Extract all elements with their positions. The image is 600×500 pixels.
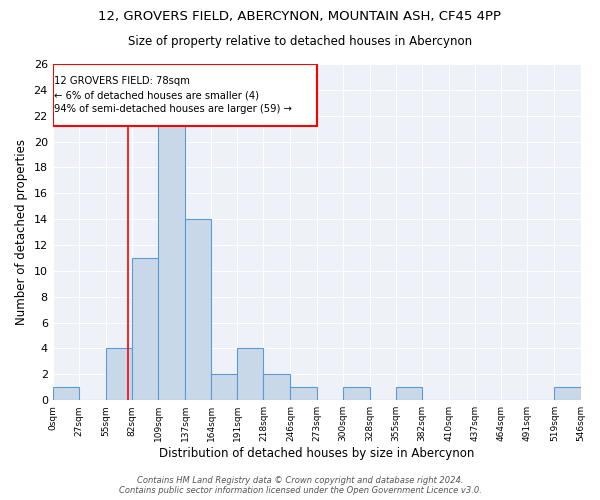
Bar	[106, 348, 132, 400]
Y-axis label: Number of detached properties: Number of detached properties	[15, 139, 28, 325]
Bar	[343, 388, 370, 400]
X-axis label: Distribution of detached houses by size in Abercynon: Distribution of detached houses by size …	[159, 447, 474, 460]
Text: Contains HM Land Registry data © Crown copyright and database right 2024.
Contai: Contains HM Land Registry data © Crown c…	[119, 476, 481, 495]
Bar	[396, 388, 422, 400]
Bar	[158, 116, 185, 400]
Bar	[53, 64, 317, 126]
Bar	[290, 388, 317, 400]
Bar	[238, 348, 263, 400]
Text: 12 GROVERS FIELD: 78sqm
← 6% of detached houses are smaller (4)
94% of semi-deta: 12 GROVERS FIELD: 78sqm ← 6% of detached…	[53, 76, 292, 114]
Bar	[132, 258, 158, 400]
Bar	[185, 219, 211, 400]
Bar	[554, 388, 581, 400]
Bar	[53, 388, 79, 400]
Text: Size of property relative to detached houses in Abercynon: Size of property relative to detached ho…	[128, 35, 472, 48]
Text: 12, GROVERS FIELD, ABERCYNON, MOUNTAIN ASH, CF45 4PP: 12, GROVERS FIELD, ABERCYNON, MOUNTAIN A…	[98, 10, 502, 23]
Bar	[211, 374, 238, 400]
Bar	[263, 374, 290, 400]
